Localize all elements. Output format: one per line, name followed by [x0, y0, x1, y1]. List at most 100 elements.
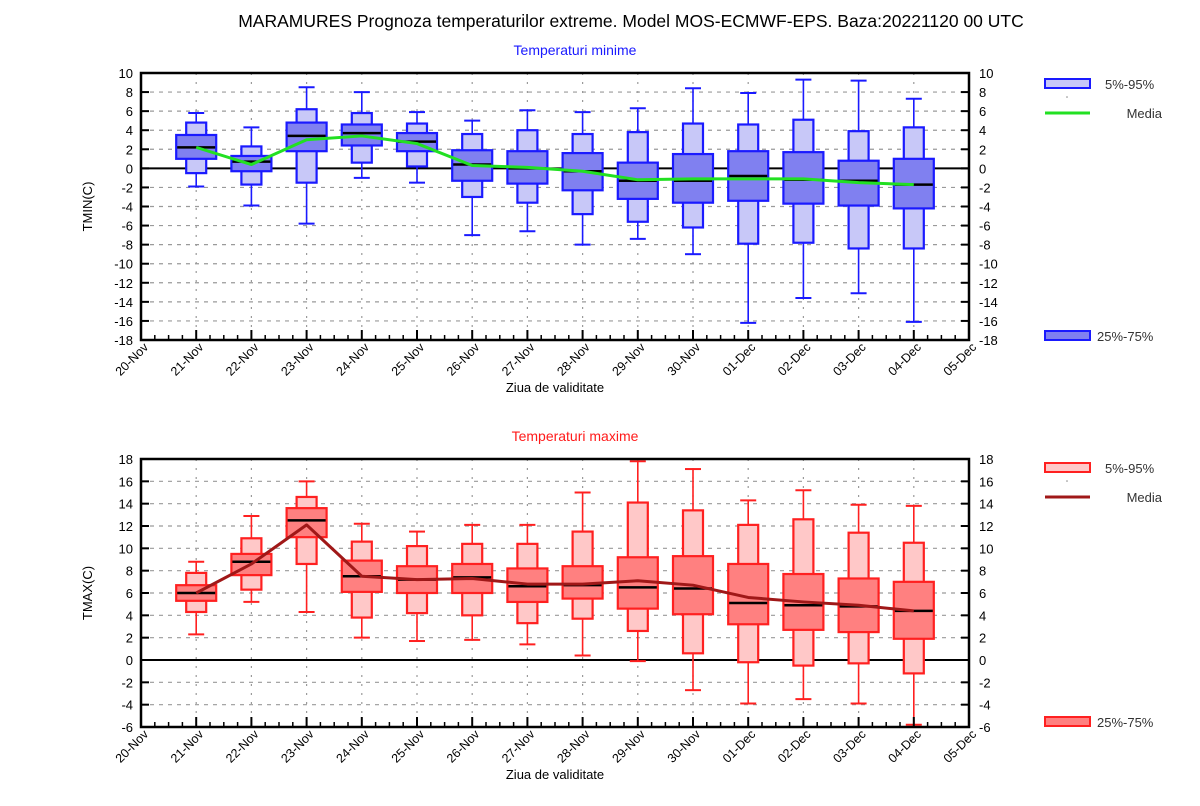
box-24-nov [340, 522, 383, 639]
y-tick-label: -8 [121, 238, 133, 253]
x-tick-label: 24-Nov [334, 727, 373, 766]
box-22-nov [230, 126, 273, 207]
x-tick-label: 30-Nov [665, 340, 704, 379]
box-04-dec [892, 97, 935, 323]
y-tick-label-right: 10 [979, 541, 993, 556]
y-tick-label: -18 [114, 333, 133, 348]
legend-dot [1066, 96, 1068, 98]
y-tick-label: 2 [126, 631, 133, 646]
box-04-dec [892, 504, 935, 726]
y-tick-label-right: 2 [979, 631, 986, 646]
x-tick-label: 04-Dec [886, 727, 924, 765]
y-tick-label-right: 12 [979, 519, 993, 534]
tmin-panel: Temperaturi minime 10 10 8 8 6 6 4 4 2 2 0 0 -2 -2 -4 -4… [80, 42, 1163, 395]
y-tick-label-right: 8 [979, 85, 986, 100]
y-tick-label-right: 6 [979, 586, 986, 601]
y-axis-label: TMIN(C) [80, 182, 95, 232]
legend-label: 25%-75% [1097, 715, 1154, 730]
tmax-panel: Temperaturi maxime 18 18 16 16 14 14 12 12 10 10 8 8… [80, 428, 1163, 782]
y-tick-label: 6 [126, 104, 133, 119]
box-21-nov [175, 112, 218, 188]
x-tick-label: 28-Nov [554, 340, 593, 379]
x-tick-label: 24-Nov [334, 340, 373, 379]
y-tick-label: -10 [114, 257, 133, 272]
box-28-nov [561, 491, 604, 657]
legend-label: Media [1127, 106, 1163, 121]
legend-label: 25%-75% [1097, 329, 1154, 344]
y-axis-label: TMAX(C) [80, 566, 95, 620]
x-axis-label: Ziua de validitate [506, 380, 604, 395]
y-tick-label: 14 [119, 497, 133, 512]
y-tick-label: 0 [126, 161, 133, 176]
y-tick-label: -4 [121, 698, 133, 713]
x-tick-label: 22-Nov [223, 340, 262, 379]
legend-label: 5%-95% [1105, 461, 1155, 476]
y-tick-label: 8 [126, 85, 133, 100]
x-axis-label: Ziua de validitate [506, 767, 604, 782]
x-tick-label: 02-Dec [775, 727, 813, 765]
y-tick-label-right: 4 [979, 123, 986, 138]
y-tick-label-right: -8 [979, 238, 991, 253]
box-01-dec [727, 92, 770, 324]
y-tick-label-right: -18 [979, 333, 998, 348]
box-02-dec [782, 489, 825, 701]
x-tick-label: 25-Nov [389, 727, 428, 766]
x-tick-label: 23-Nov [278, 727, 317, 766]
x-tick-label: 05-Dec [941, 340, 979, 378]
x-tick-label: 21-Nov [168, 727, 207, 766]
box-29-nov [616, 107, 659, 240]
y-tick-label: -12 [114, 276, 133, 291]
x-tick-label: 27-Nov [499, 727, 538, 766]
y-tick-label: 16 [119, 474, 133, 489]
x-tick-label: 04-Dec [886, 340, 924, 378]
y-tick-label: 2 [126, 142, 133, 157]
box-30-nov [671, 87, 715, 256]
y-tick-label: -14 [114, 295, 133, 310]
x-tick-label: 21-Nov [168, 340, 207, 379]
y-tick-label-right: 8 [979, 564, 986, 579]
legend: 5%-95% Media 25%-75% [1044, 77, 1163, 344]
box-28-nov [561, 111, 604, 246]
x-tick-label: 26-Nov [444, 727, 483, 766]
y-tick-label: 4 [126, 123, 133, 138]
y-tick-label-right: 4 [979, 608, 986, 623]
x-tick-label: 30-Nov [665, 727, 704, 766]
y-tick-label: 4 [126, 608, 133, 623]
x-tick-label: 29-Nov [610, 340, 649, 379]
y-tick-label: 0 [126, 653, 133, 668]
legend-dot [1066, 480, 1068, 482]
panel-title: Temperaturi minime [514, 42, 637, 58]
y-tick-label: 10 [119, 66, 133, 81]
box-27-nov [506, 109, 549, 233]
y-tick-label: 10 [119, 541, 133, 556]
y-tick-label-right: -10 [979, 257, 998, 272]
y-tick-label-right: 18 [979, 452, 993, 467]
box-23-nov [285, 86, 328, 225]
y-tick-label-right: -4 [979, 698, 991, 713]
y-tick-label: -6 [121, 720, 133, 735]
legend-swatch-5-95 [1044, 78, 1091, 89]
y-tick-label-right: -4 [979, 200, 991, 215]
mean-line [195, 523, 914, 613]
x-tick-label: 23-Nov [278, 340, 317, 379]
box-26-nov [451, 523, 494, 641]
x-tick-label: 05-Dec [941, 727, 979, 765]
box-03-dec [837, 79, 880, 295]
x-tick-label: 01-Dec [720, 340, 758, 378]
x-tick-label: 22-Nov [223, 727, 262, 766]
y-tick-label-right: -2 [979, 675, 991, 690]
y-tick-label-right: -6 [979, 219, 991, 234]
y-tick-label-right: -16 [979, 314, 998, 329]
y-tick-label: -16 [114, 314, 133, 329]
x-tick-label: 25-Nov [389, 340, 428, 379]
y-tick-label: 8 [126, 564, 133, 579]
x-tick-label: 03-Dec [830, 340, 868, 378]
x-tick-label: 01-Dec [720, 727, 758, 765]
x-tick-label: 03-Dec [830, 727, 868, 765]
y-tick-label-right: 6 [979, 104, 986, 119]
box-23-nov [285, 480, 328, 613]
legend-label: 5%-95% [1105, 77, 1155, 92]
y-tick-label: -2 [121, 180, 133, 195]
y-tick-label: -6 [121, 219, 133, 234]
